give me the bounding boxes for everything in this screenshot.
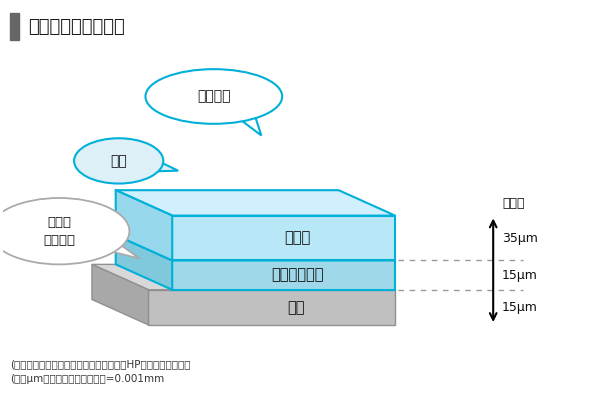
Text: クリア: クリア xyxy=(284,230,310,246)
Text: 15μm: 15μm xyxy=(502,301,538,314)
Text: (出所）日本ペイント、各自動車メーカーHPを参考に筆者作成: (出所）日本ペイント、各自動車メーカーHPを参考に筆者作成 xyxy=(10,359,190,369)
Polygon shape xyxy=(116,235,172,290)
Polygon shape xyxy=(146,158,178,171)
Polygon shape xyxy=(116,235,395,261)
Polygon shape xyxy=(235,107,262,135)
Text: 保護、艶: 保護、艶 xyxy=(197,89,230,103)
Text: 表面を
滑らかに: 表面を 滑らかに xyxy=(43,216,75,247)
Text: カラーベース: カラーベース xyxy=(271,268,323,283)
Polygon shape xyxy=(92,265,148,325)
Text: 色彩: 色彩 xyxy=(110,154,127,168)
Ellipse shape xyxy=(145,69,282,124)
Polygon shape xyxy=(116,190,172,261)
Text: (注）μm（マイクロメートル）=0.001mm: (注）μm（マイクロメートル）=0.001mm xyxy=(10,375,164,385)
Polygon shape xyxy=(172,261,395,290)
Polygon shape xyxy=(98,236,139,259)
Bar xyxy=(10,13,19,40)
Text: 15μm: 15μm xyxy=(502,268,538,282)
Text: 中塗: 中塗 xyxy=(287,300,305,315)
Text: 35μm: 35μm xyxy=(502,232,538,244)
Ellipse shape xyxy=(0,198,130,265)
Text: 一般的な自動車塗装: 一般的な自動車塗装 xyxy=(28,18,124,36)
Polygon shape xyxy=(116,190,395,215)
Polygon shape xyxy=(92,265,395,290)
Polygon shape xyxy=(148,290,395,325)
Ellipse shape xyxy=(74,138,163,184)
Polygon shape xyxy=(172,215,395,261)
Text: 各膜厚: 各膜厚 xyxy=(502,197,524,210)
